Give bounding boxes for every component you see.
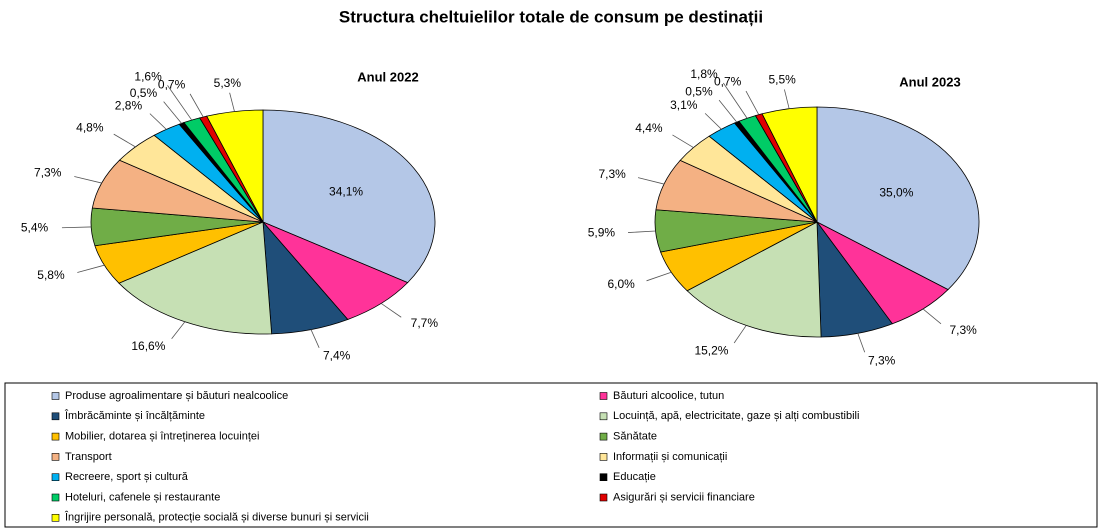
data-label: 7,3% bbox=[949, 323, 977, 337]
leader-line bbox=[310, 329, 320, 348]
legend-label: Produse agroalimentare și băuturi nealco… bbox=[65, 390, 288, 402]
data-label: 1,8% bbox=[690, 67, 718, 81]
legend-swatch bbox=[599, 493, 608, 502]
data-label: 0,5% bbox=[130, 86, 158, 100]
pie-title: Anul 2023 bbox=[899, 74, 960, 89]
data-label: 7,7% bbox=[411, 316, 439, 330]
data-label: 5,9% bbox=[588, 225, 616, 239]
legend-label: Îmbrăcăminte și încălțăminte bbox=[64, 409, 205, 422]
data-label: 7,3% bbox=[598, 167, 626, 181]
pie-slice bbox=[816, 106, 980, 291]
legend-label: Îngrijire personală, protecție socială ș… bbox=[64, 511, 369, 524]
data-label: 34,1% bbox=[329, 185, 363, 199]
leader-line bbox=[857, 333, 866, 353]
data-label: 7,3% bbox=[34, 166, 62, 180]
leader-line bbox=[167, 85, 193, 121]
data-label: 5,8% bbox=[37, 268, 65, 282]
pie-slice bbox=[761, 106, 818, 223]
legend-swatch bbox=[599, 392, 608, 400]
legend-swatch bbox=[51, 493, 60, 502]
legend-label: Hoteluri, cafenele și restaurante bbox=[65, 491, 220, 503]
legend-swatch bbox=[51, 412, 60, 421]
data-label: 0,5% bbox=[685, 84, 713, 98]
leader-line bbox=[113, 133, 136, 148]
pie-slice bbox=[686, 221, 822, 338]
legend-swatch bbox=[51, 473, 60, 482]
data-label: 4,8% bbox=[76, 120, 104, 134]
legend-box bbox=[4, 382, 1098, 528]
legend-label: Băuturi alcoolice, tutun bbox=[613, 390, 724, 402]
legend-swatch bbox=[599, 453, 608, 461]
leader-line bbox=[77, 264, 105, 273]
leader-line bbox=[637, 177, 665, 185]
data-label: 15,2% bbox=[694, 343, 728, 357]
legend-swatch bbox=[51, 453, 60, 461]
legend-label: Mobilier, dotarea și întreținerea locuin… bbox=[65, 431, 259, 443]
leader-line bbox=[380, 303, 402, 318]
legend-label: Sănătate bbox=[613, 431, 657, 443]
leader-line bbox=[704, 113, 722, 130]
pie-slice bbox=[118, 221, 273, 335]
page-title: Structura cheltuielilor totale de consum… bbox=[339, 7, 763, 26]
leader-line bbox=[229, 92, 235, 112]
leader-line bbox=[745, 90, 760, 115]
leader-line bbox=[149, 113, 167, 130]
pie-title: Anul 2022 bbox=[357, 69, 418, 84]
data-label: 0,7% bbox=[714, 75, 742, 89]
leader-line bbox=[61, 226, 92, 229]
legend-label: Locuință, apă, electricitate, gaze și al… bbox=[613, 410, 859, 422]
legend-label: Transport bbox=[65, 451, 112, 463]
data-label: 0,7% bbox=[158, 78, 186, 92]
legend-label: Asigurări și servicii financiare bbox=[613, 491, 755, 503]
legend-swatch bbox=[51, 432, 60, 441]
data-label: 6,0% bbox=[608, 277, 636, 291]
legend-swatch bbox=[599, 473, 608, 482]
data-label: 3,1% bbox=[670, 98, 698, 112]
leader-line bbox=[672, 134, 694, 148]
data-label: 7,4% bbox=[323, 349, 351, 363]
legend-swatch bbox=[599, 412, 608, 421]
leader-line bbox=[628, 230, 656, 233]
leader-line bbox=[784, 89, 790, 109]
data-label: 2,8% bbox=[115, 98, 143, 112]
leader-line bbox=[163, 101, 182, 124]
data-label: 7,3% bbox=[868, 353, 896, 367]
legend-label: Informații și comunicații bbox=[613, 451, 727, 463]
legend-label: Educație bbox=[613, 471, 656, 483]
pie-slice bbox=[262, 109, 436, 284]
leader-line bbox=[723, 82, 748, 119]
data-label: 16,6% bbox=[131, 339, 165, 353]
legend-swatch bbox=[51, 513, 60, 522]
data-label: 5,5% bbox=[769, 73, 797, 87]
data-label: 5,3% bbox=[214, 76, 242, 90]
data-label: 1,6% bbox=[134, 69, 162, 83]
legend-label: Recreere, sport și cultură bbox=[65, 471, 189, 483]
leader-line bbox=[733, 325, 747, 344]
leader-line bbox=[922, 308, 942, 325]
leader-line bbox=[189, 93, 204, 118]
data-label: 35,0% bbox=[879, 185, 913, 199]
leader-line bbox=[171, 321, 186, 340]
legend-swatch bbox=[51, 392, 60, 400]
legend-swatch bbox=[599, 432, 608, 441]
data-label: 5,4% bbox=[21, 220, 49, 234]
leader-line bbox=[718, 99, 738, 123]
data-label: 4,4% bbox=[635, 121, 663, 135]
leader-line bbox=[646, 271, 672, 282]
leader-line bbox=[74, 176, 102, 184]
